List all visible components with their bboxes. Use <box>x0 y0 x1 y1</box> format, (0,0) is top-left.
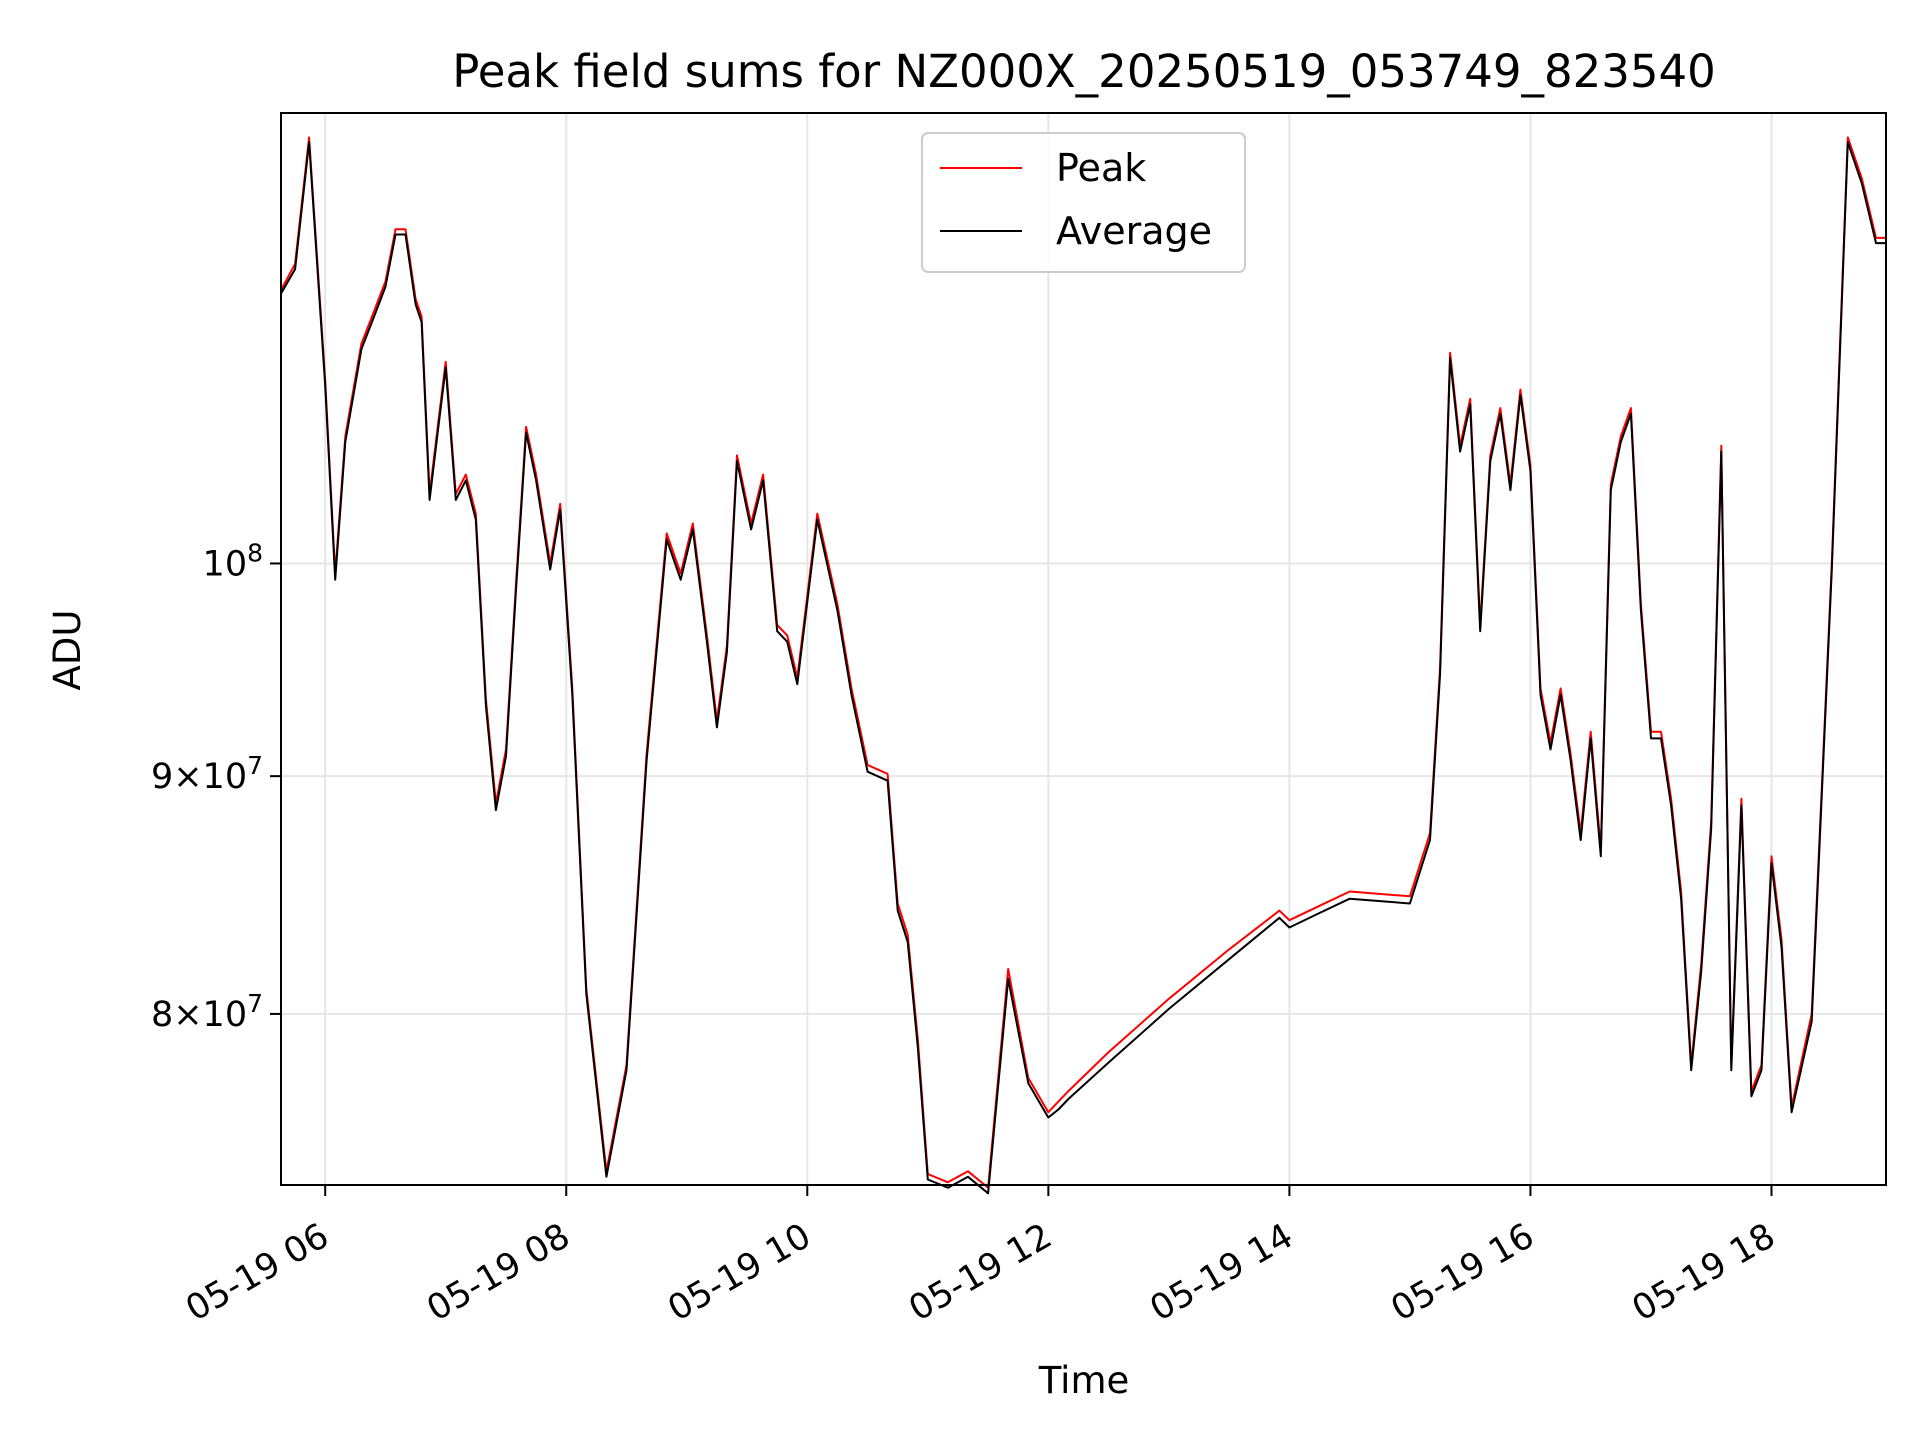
chart-title: Peak field sums for NZ000X_20250519_0537… <box>452 45 1716 98</box>
legend-label-peak: Peak <box>1056 146 1146 190</box>
grid-lines <box>281 113 1886 1185</box>
y-tick-label: 8×107 <box>151 989 263 1035</box>
legend: Peak Average <box>921 132 1246 273</box>
legend-label-average: Average <box>1056 209 1212 253</box>
x-axis-label: Time <box>1038 1359 1130 1402</box>
y-tick-label: 108 <box>203 538 263 584</box>
y-tick-label: 9×107 <box>151 751 263 797</box>
plot-frame <box>280 112 1887 1186</box>
y-axis-ticks: 8×107 9×107 108 <box>151 538 281 1035</box>
series-layer <box>280 136 1886 1195</box>
y-axis-label: ADU <box>46 610 89 691</box>
series-line-average <box>280 141 1886 1195</box>
